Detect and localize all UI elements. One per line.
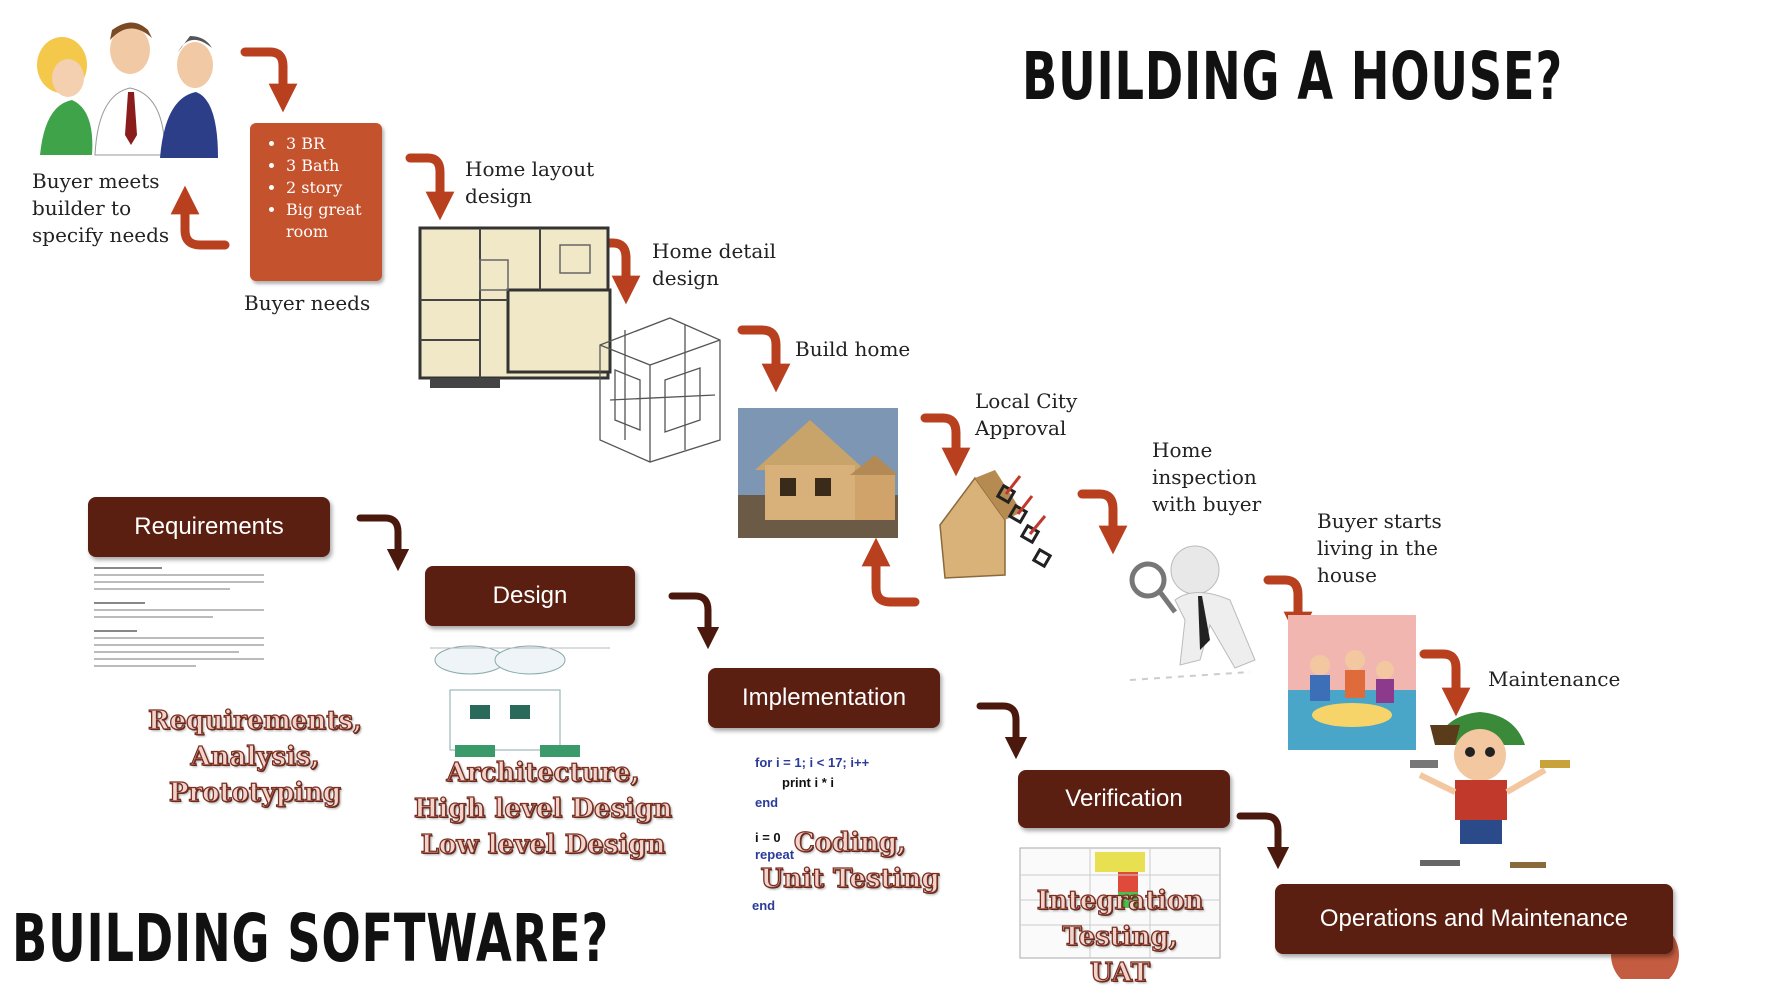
code-line-4: i = 0 <box>755 830 781 845</box>
verification-sublabel: Integration Testing, UAT <box>1010 883 1230 991</box>
sublabel-line: Testing, <box>1062 921 1179 952</box>
code-line-1: for i = 1; i < 17; i++ <box>755 755 870 770</box>
arrow-4 <box>737 325 791 393</box>
buyer-need-item: 2 story <box>286 177 382 199</box>
caption-build-home: Build home <box>795 337 911 361</box>
code-line-6: end <box>752 898 776 913</box>
sublabel-line: Architecture, <box>446 757 640 788</box>
buyer-need-item: 3 Bath <box>286 155 382 177</box>
handyman-illustration <box>1410 712 1570 868</box>
caption-home-layout: Home layout design <box>465 157 595 208</box>
phase-implementation-box: Implementation <box>708 668 940 728</box>
caption-buyer-living: Buyer starts living in the house <box>1317 509 1442 587</box>
software-title: BUILDING SOFTWARE? <box>12 900 610 977</box>
requirements-sublabel: Requirements, Analysis, Prototyping <box>110 703 400 811</box>
sublabel-line: Integration <box>1036 885 1204 916</box>
sw-arrow-3 <box>976 702 1028 760</box>
floor-plan-illustration <box>418 226 612 388</box>
architecture-diagram-illustration <box>430 645 610 757</box>
sw-arrow-1 <box>356 514 410 572</box>
test-report-illustration <box>1019 847 1221 959</box>
sw-arrow-2 <box>668 592 720 650</box>
requirements-document-illustration <box>94 562 264 672</box>
design-sublabel: Architecture, High level Design Low leve… <box>398 755 688 863</box>
sublabel-line: Requirements, <box>147 705 362 736</box>
sublabel-line: UAT <box>1089 957 1150 988</box>
house-construction-photo <box>738 408 898 538</box>
sublabel-line: Low level Design <box>420 829 666 860</box>
implementation-sublabel: Coding, Unit Testing <box>735 825 965 897</box>
caption-buyer-needs: Buyer needs <box>244 291 371 315</box>
code-line-3: end <box>755 795 779 810</box>
approval-illustration <box>939 470 1053 579</box>
family-living-illustration <box>1288 615 1416 750</box>
phase-requirements-box: Requirements <box>88 497 330 557</box>
arrow-5 <box>920 413 971 477</box>
arrow-back-2 <box>861 537 920 607</box>
sublabel-line: Unit Testing <box>760 863 940 894</box>
code-line-2: print i * i <box>782 775 834 790</box>
sw-arrow-4 <box>1236 812 1290 870</box>
code-line-5: repeat <box>755 847 795 862</box>
arrow-2 <box>405 153 455 221</box>
buyer-needs-list: 3 BR 3 Bath 2 story Big great room <box>250 123 382 243</box>
caption-maintenance: Maintenance <box>1488 667 1621 691</box>
caption-home-inspection: Home inspection with buyer <box>1152 438 1262 516</box>
detail-design-illustration <box>599 317 721 463</box>
sublabel-line: Analysis, <box>190 741 320 772</box>
caption-buyer-meets: Buyer meets builder to specify needs <box>32 169 170 247</box>
arrow-8 <box>1419 649 1471 717</box>
inspection-figure-illustration <box>1129 545 1256 681</box>
buyer-need-item: 3 BR <box>286 133 382 155</box>
arrow-7 <box>1263 575 1313 641</box>
buyer-need-item: Big great room <box>286 199 382 243</box>
arrow-1 <box>240 47 298 113</box>
arrow-6 <box>1077 489 1128 555</box>
caption-home-detail: Home detail design <box>652 239 777 290</box>
phase-design-box: Design <box>425 566 635 626</box>
arrow-3 <box>590 238 641 305</box>
sublabel-line: High level Design <box>413 793 673 824</box>
sublabel-line: Coding, <box>793 827 907 858</box>
buyer-needs-scroll: 3 BR 3 Bath 2 story Big great room <box>250 123 382 281</box>
phase-verification-box: Verification <box>1018 770 1230 828</box>
people-meeting-illustration <box>37 22 218 158</box>
sublabel-line: Prototyping <box>168 777 342 808</box>
arrow-back-1 <box>170 185 230 250</box>
phase-operations-box: Operations and Maintenance <box>1275 884 1673 954</box>
house-title: BUILDING A HOUSE? <box>1022 38 1564 115</box>
caption-local-city: Local City Approval <box>975 389 1078 440</box>
